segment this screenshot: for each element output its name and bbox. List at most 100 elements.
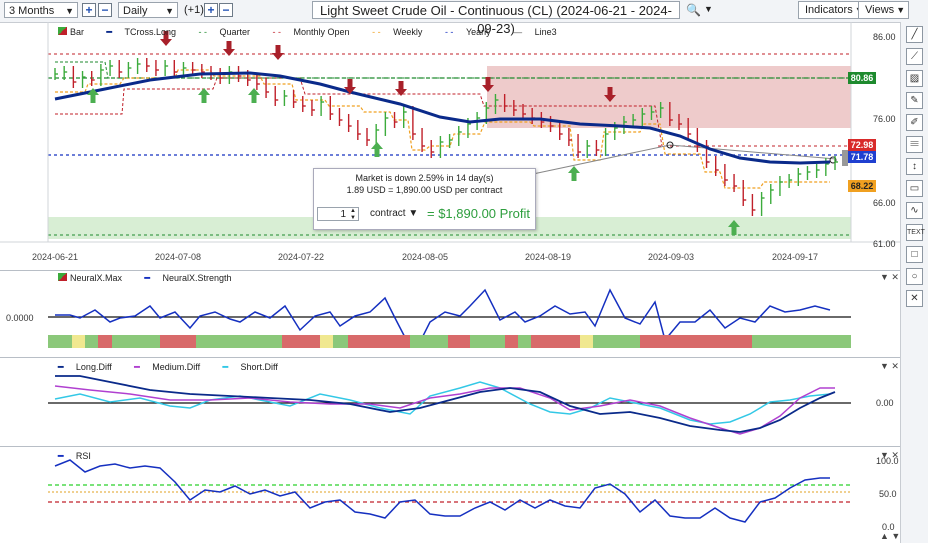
interval-select[interactable]: Daily ▼: [118, 2, 178, 18]
add-bar-button[interactable]: +: [204, 3, 218, 17]
popup-change-text: Market is down 2.59% in 14 day(s): [355, 173, 494, 183]
date-tick: 2024-06-21: [32, 252, 79, 262]
legend-neural-strength[interactable]: ━ NeuralX.Strength: [145, 273, 242, 283]
line-swatch-icon: ━: [106, 27, 115, 37]
legend-rsi-label: RSI: [75, 451, 91, 461]
neural-segment: [333, 335, 348, 348]
legend-quarter[interactable]: - - Quarter: [199, 27, 261, 37]
price-tick: 66.00: [873, 198, 896, 208]
legend-long-diff[interactable]: ━ Long.Diff: [58, 362, 122, 372]
remove-bar-button[interactable]: −: [219, 3, 233, 17]
scroll-arrows[interactable]: ▲ ▼: [880, 531, 901, 541]
legend-tcross[interactable]: ━ TCross.Long: [107, 27, 186, 37]
date-tick: 2024-08-19: [525, 252, 572, 262]
channel-tool-icon[interactable]: ▨: [906, 70, 923, 87]
fib-tool-icon[interactable]: 𝄘: [906, 136, 923, 153]
monthly-open-step-line: [55, 77, 663, 147]
legend-rsi[interactable]: ━ RSI: [58, 451, 101, 461]
legend-medium-diff-label: Medium.Diff: [152, 362, 201, 372]
legend-weekly[interactable]: - - Weekly: [372, 27, 432, 37]
dash-swatch-icon: - -: [272, 27, 284, 37]
indicators-label: Indicators: [805, 4, 853, 16]
neural-segment: [448, 335, 470, 348]
wave-tool-icon[interactable]: ∿: [906, 202, 923, 219]
line-swatch-icon: ━: [58, 451, 66, 461]
zoom-in-button[interactable]: +: [82, 3, 96, 17]
weekly-price-badge: 68.22: [848, 180, 876, 192]
dash-swatch-icon: - -: [198, 27, 210, 37]
neural-segment: [580, 335, 593, 348]
pencil-tool-icon[interactable]: ✎: [906, 92, 923, 109]
neural-segment: [48, 335, 72, 348]
line-tool-icon[interactable]: ╱: [906, 26, 923, 43]
buy-arrow-icon: [728, 220, 740, 235]
legend-yearly[interactable]: - - Yearly: [445, 27, 501, 37]
neural-segment: [410, 335, 448, 348]
legend-monthly-label: Monthly Open: [293, 27, 350, 37]
profit-text: = $1,890.00 Profit: [427, 206, 530, 221]
ray-tool-icon[interactable]: ⟋: [906, 48, 923, 65]
bar-swatch-icon: [58, 27, 67, 35]
panel-controls[interactable]: ▼ ✕: [880, 272, 899, 282]
line-swatch-icon: —: [513, 27, 525, 37]
legend-medium-diff[interactable]: ━ Medium.Diff: [134, 362, 210, 372]
legend-weekly-label: Weekly: [393, 27, 423, 37]
neural-segment: [505, 335, 518, 348]
neural-segment: [282, 335, 320, 348]
line3-anchor[interactable]: [829, 156, 837, 164]
line3-anchor[interactable]: [666, 141, 674, 149]
contract-unit-select[interactable]: contract ▼: [370, 208, 418, 219]
zoom-out-button[interactable]: −: [98, 3, 112, 17]
sell-arrow-icon: [160, 31, 172, 46]
buy-arrow-icon: [568, 166, 580, 181]
popup-usd-text: 1.89 USD = 1,890.00 USD per contract: [346, 185, 503, 195]
line-swatch-icon: ━: [222, 362, 231, 372]
marker-tool-icon[interactable]: ✐: [906, 114, 923, 131]
panel-controls[interactable]: ▼ ✕: [880, 450, 899, 460]
price-tick: 76.00: [873, 114, 896, 124]
legend-quarter-label: Quarter: [219, 27, 251, 37]
callout-tool-icon[interactable]: ▭: [906, 180, 923, 197]
chart-title[interactable]: Light Sweet Crude Oil - Continuous (CL) …: [312, 1, 680, 36]
line-swatch-icon: ━: [134, 362, 143, 372]
close-icon[interactable]: ✕: [906, 290, 923, 307]
contract-unit-label: contract: [370, 208, 406, 219]
measure-tool-icon[interactable]: ↕: [906, 158, 923, 175]
chart-canvas[interactable]: [0, 22, 900, 543]
legend-short-diff-label: Short.Diff: [240, 362, 278, 372]
panel-divider: [0, 357, 900, 358]
medium-diff-line: [54, 385, 835, 435]
rectangle-tool-icon[interactable]: □: [906, 246, 923, 263]
panel-controls[interactable]: ▼ ✕: [880, 361, 899, 371]
date-tick: 2024-08-05: [402, 252, 449, 262]
scroll-handle[interactable]: [842, 150, 848, 166]
drawing-toolbar: ╱ ⟋ ▨ ✎ ✐ 𝄘 ↕ ▭ ∿ TEXT □ ○ ✕: [900, 22, 928, 543]
buy-arrow-icon: [371, 142, 383, 157]
ellipse-tool-icon[interactable]: ○: [906, 268, 923, 285]
neural-segment: [112, 335, 160, 348]
line3: [532, 144, 837, 175]
contract-quantity-input[interactable]: 1 ▲ ▼: [317, 207, 359, 221]
chevron-down-icon[interactable]: ▼: [704, 4, 713, 14]
neural-segment: [470, 335, 505, 348]
legend-monthly[interactable]: - - Monthly Open: [273, 27, 360, 37]
resistance-zone: [487, 66, 851, 128]
stepper-icon[interactable]: ▲ ▼: [350, 208, 356, 221]
rsi-axis-label: 50.0: [879, 489, 897, 499]
neural-segment: [196, 335, 282, 348]
range-select[interactable]: 3 Months ▼: [4, 2, 78, 18]
date-tick: 2024-09-03: [648, 252, 695, 262]
interval-value: Daily: [123, 5, 148, 17]
search-icon[interactable]: 🔍: [686, 3, 701, 17]
range-value: 3 Months: [9, 5, 55, 17]
legend-bar[interactable]: Bar: [58, 27, 94, 37]
quarter-price-badge: 80.86: [848, 72, 876, 84]
sell-arrow-icon: [604, 87, 616, 102]
text-tool-icon[interactable]: TEXT: [906, 224, 925, 241]
views-button[interactable]: Views ▼: [858, 1, 910, 19]
neural-segment: [593, 335, 640, 348]
legend-line3[interactable]: — Line3: [513, 27, 567, 37]
legend-neural-max[interactable]: NeuralX.Max: [58, 273, 132, 283]
legend-short-diff[interactable]: ━ Short.Diff: [223, 362, 288, 372]
panel-divider: [0, 446, 900, 447]
